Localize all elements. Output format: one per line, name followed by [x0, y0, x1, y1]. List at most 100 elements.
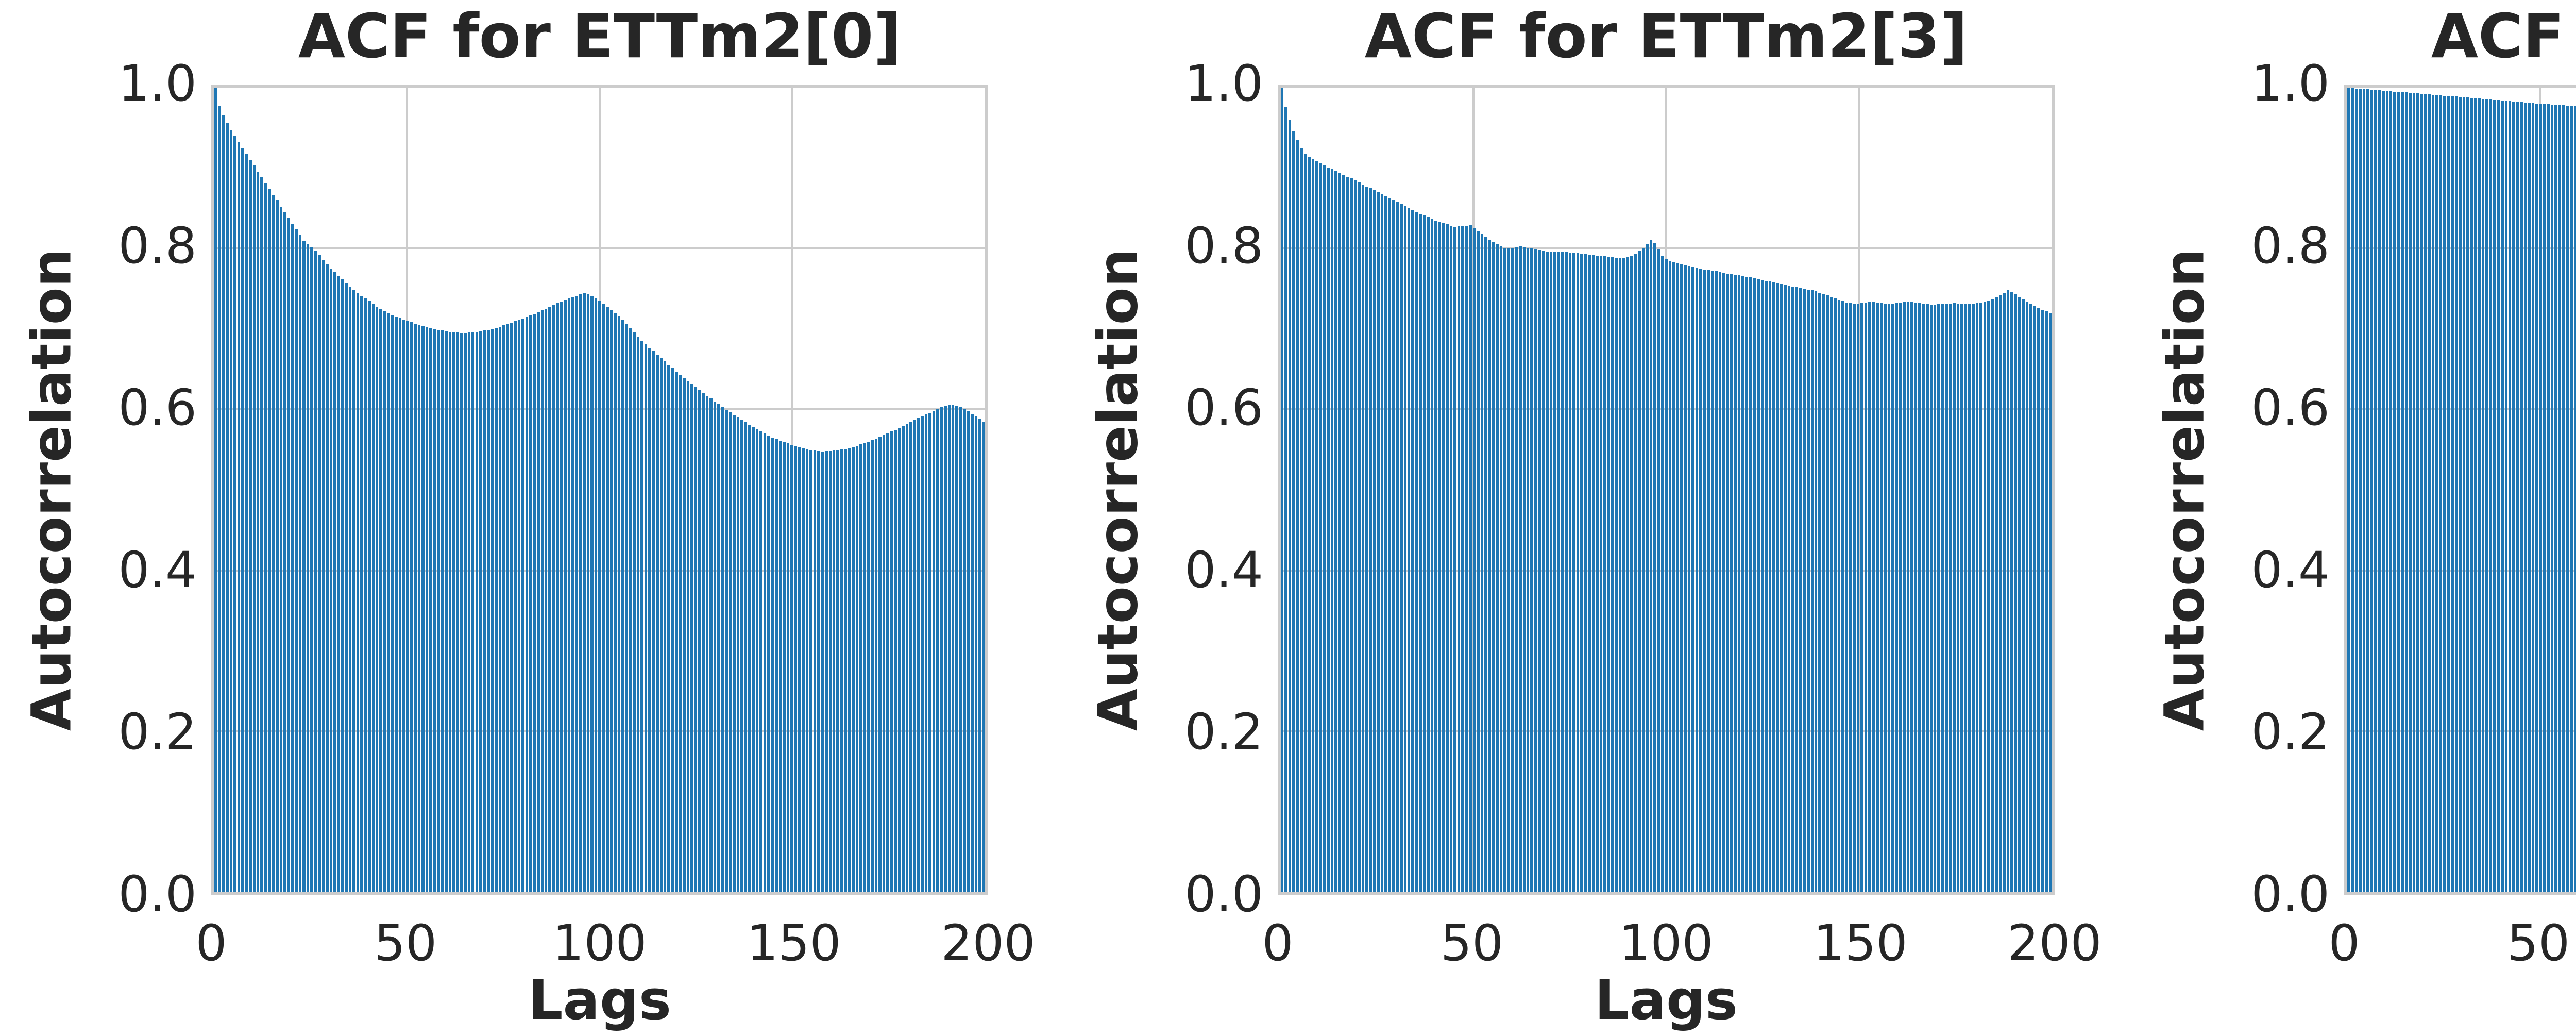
- acf-bar: [429, 328, 432, 892]
- acf-bar: [502, 325, 505, 892]
- acf-bar: [1868, 302, 1871, 892]
- x-tick-label: 50: [2506, 914, 2570, 972]
- acf-bar: [721, 407, 724, 892]
- acf-bar: [2478, 98, 2481, 892]
- acf-bar: [1737, 275, 1741, 892]
- acf-bar: [1826, 295, 1829, 892]
- acf-bar: [928, 412, 931, 892]
- y-tick-label: 0.0: [1184, 865, 1263, 924]
- acf-bar: [2489, 99, 2493, 892]
- acf-bar: [913, 420, 916, 892]
- acf-bar: [2539, 104, 2543, 892]
- acf-bar: [659, 358, 663, 892]
- acf-bar: [1960, 304, 1963, 892]
- acf-bar: [245, 154, 248, 892]
- acf-bar: [321, 260, 325, 892]
- acf-bar: [817, 450, 820, 892]
- acf-bar: [306, 244, 310, 892]
- bar-series: [1281, 88, 2052, 892]
- acf-bar: [702, 392, 705, 892]
- acf-bar: [1580, 254, 1583, 892]
- acf-bar: [1281, 88, 1284, 892]
- acf-bar: [1765, 280, 1768, 892]
- acf-bar: [2048, 313, 2052, 892]
- acf-bar: [882, 435, 886, 892]
- acf-bar: [1879, 303, 1883, 892]
- acf-bar: [828, 450, 832, 892]
- acf-bar: [1948, 303, 1952, 892]
- acf-bar: [1568, 252, 1572, 892]
- acf-bar: [1853, 304, 1856, 892]
- acf-bar: [767, 435, 770, 892]
- acf-bar: [1660, 256, 1664, 892]
- acf-bar: [1646, 243, 1649, 892]
- acf-bar: [1745, 276, 1749, 892]
- acf-bar: [2473, 98, 2477, 892]
- acf-bar: [1860, 303, 1863, 892]
- acf-bar: [694, 387, 698, 892]
- acf-bar: [1849, 303, 1852, 892]
- acf-bar: [283, 212, 286, 892]
- acf-bar: [2359, 89, 2362, 892]
- acf-bar: [2451, 96, 2454, 892]
- acf-bar: [778, 440, 782, 892]
- acf-bar: [326, 264, 329, 892]
- acf-bar: [1338, 173, 1342, 892]
- acf-bar: [1557, 252, 1561, 892]
- acf-bar: [1384, 195, 1387, 892]
- acf-bar: [867, 441, 870, 892]
- acf-bar: [1284, 107, 1287, 892]
- acf-bar: [2470, 97, 2473, 892]
- acf-bar: [832, 450, 836, 892]
- acf-bar: [479, 331, 482, 892]
- acf-bar: [383, 311, 386, 892]
- y-tick-label: 0.8: [2251, 216, 2330, 275]
- acf-bar: [1818, 292, 1821, 892]
- acf-bar: [2424, 94, 2427, 892]
- acf-bar: [1469, 225, 1472, 892]
- y-tick-label: 0.4: [118, 541, 197, 599]
- acf-bar: [859, 444, 862, 892]
- x-tick-label: 150: [1813, 914, 1908, 972]
- acf-bar: [2045, 311, 2048, 892]
- acf-bar: [648, 347, 651, 892]
- acf-bar: [1319, 163, 1322, 892]
- acf-bar: [2428, 94, 2431, 892]
- x-tick-label: 0: [195, 914, 227, 972]
- acf-bar: [1884, 303, 1887, 892]
- acf-bar: [2481, 98, 2485, 892]
- acf-bar: [1926, 304, 1929, 892]
- plot-area: [2344, 85, 2576, 895]
- y-tick-label: 1.0: [1184, 55, 1263, 113]
- acf-bar: [2566, 105, 2569, 892]
- y-axis-label: Autocorrelation: [2153, 248, 2216, 731]
- acf-bar: [2459, 97, 2462, 892]
- acf-bar: [406, 321, 410, 892]
- acf-bar: [947, 405, 951, 892]
- acf-bar: [2025, 302, 2029, 892]
- acf-bar: [1380, 194, 1384, 892]
- y-tick-label: 0.6: [1184, 379, 1263, 437]
- acf-bar: [483, 330, 486, 892]
- acf-bar: [863, 443, 867, 892]
- acf-bar: [775, 439, 778, 892]
- acf-bar: [440, 330, 444, 892]
- acf-bar: [2029, 304, 2032, 892]
- acf-bar: [617, 316, 621, 892]
- bar-series: [214, 88, 986, 892]
- acf-bar: [1358, 182, 1361, 892]
- acf-bar: [1308, 157, 1311, 892]
- acf-bar: [1638, 250, 1641, 892]
- acf-bar: [1934, 305, 1937, 892]
- acf-bar: [1480, 234, 1484, 892]
- acf-bar: [2351, 88, 2354, 892]
- acf-bar: [1872, 302, 1875, 892]
- acf-bar: [564, 300, 567, 892]
- horizontal-gridline: [2347, 408, 2576, 411]
- acf-bar: [1668, 260, 1672, 892]
- acf-bar: [679, 374, 682, 892]
- acf-bar: [1561, 252, 1564, 892]
- acf-bar: [1372, 190, 1376, 892]
- acf-bar: [1407, 207, 1411, 892]
- acf-bar: [1346, 176, 1349, 892]
